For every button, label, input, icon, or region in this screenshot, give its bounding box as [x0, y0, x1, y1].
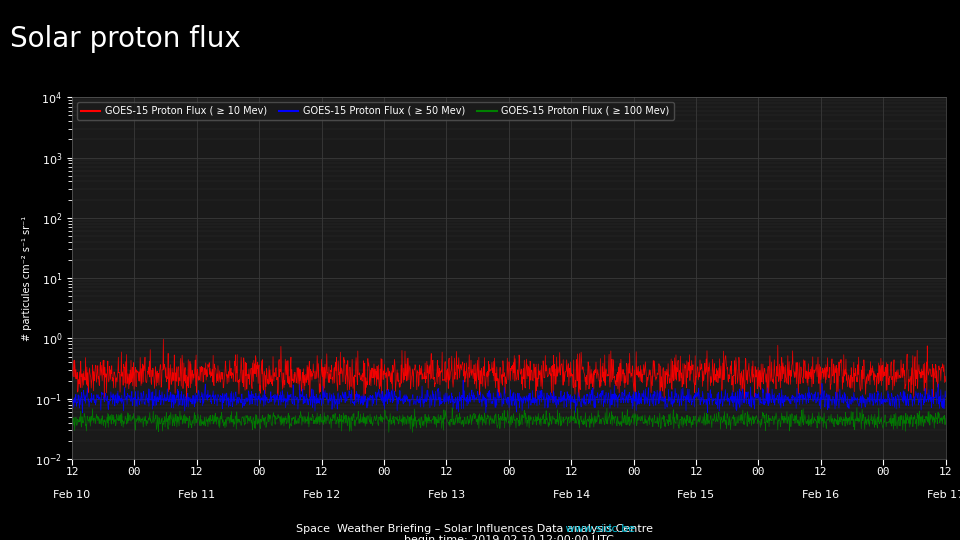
Text: Feb 12: Feb 12	[303, 490, 340, 500]
Text: Feb 11: Feb 11	[179, 490, 215, 500]
Text: www.sidc.be: www.sidc.be	[324, 523, 636, 534]
Y-axis label: # particules cm⁻² s⁻¹ sr⁻¹: # particules cm⁻² s⁻¹ sr⁻¹	[22, 215, 33, 341]
Legend: GOES-15 Proton Flux ( ≥ 10 Mev), GOES-15 Proton Flux ( ≥ 50 Mev), GOES-15 Proton: GOES-15 Proton Flux ( ≥ 10 Mev), GOES-15…	[77, 102, 674, 120]
Text: Space  Weather Briefing – Solar Influences Data analysis Centre: Space Weather Briefing – Solar Influence…	[297, 523, 663, 534]
Text: begin time: 2019-02-10 12:00:00 UTC: begin time: 2019-02-10 12:00:00 UTC	[404, 535, 613, 540]
Text: Solar proton flux: Solar proton flux	[10, 25, 240, 52]
Text: Feb 10: Feb 10	[54, 490, 90, 500]
Text: Feb 16: Feb 16	[803, 490, 839, 500]
Text: Feb 17: Feb 17	[927, 490, 960, 500]
Text: Feb 14: Feb 14	[553, 490, 589, 500]
Text: Feb 13: Feb 13	[428, 490, 465, 500]
Text: Feb 15: Feb 15	[678, 490, 714, 500]
